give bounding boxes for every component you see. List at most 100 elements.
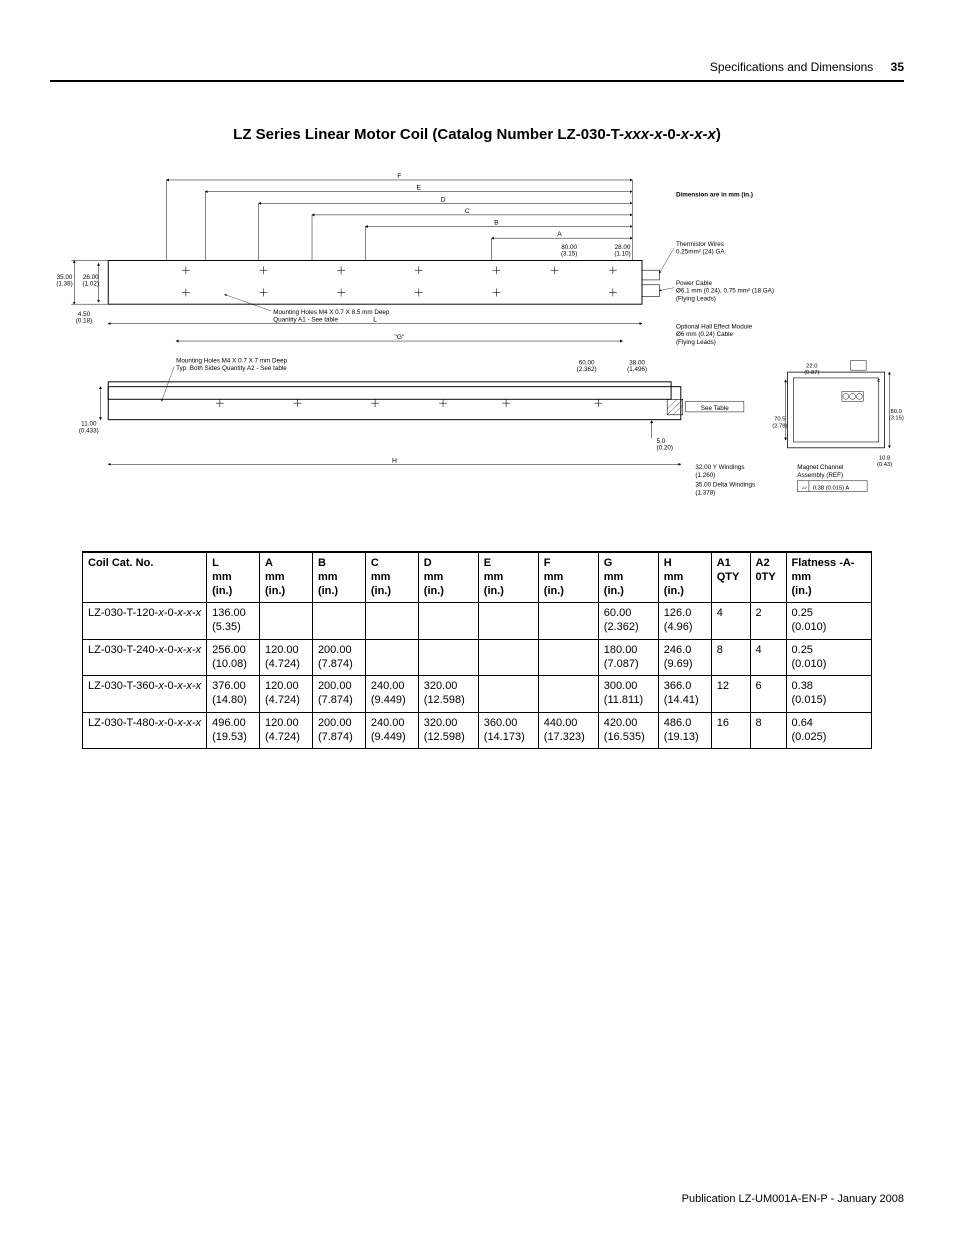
cell-B: 200.00(7.874)	[312, 639, 365, 676]
cell-D: 320.00(12.598)	[418, 712, 478, 749]
cell-E	[478, 639, 538, 676]
col-header: A1QTY	[711, 552, 750, 603]
svg-text:Optional Hall Effect Module: Optional Hall Effect Module	[676, 323, 753, 330]
cell-G: 300.00(11.811)	[598, 676, 658, 713]
table-row: LZ-030-T-360-x-0-x-x-x376.00(14.80)120.0…	[83, 676, 872, 713]
cell-E	[478, 676, 538, 713]
cell-H: 126.0(4.96)	[658, 603, 711, 640]
cell-L: 256.00(10.08)	[207, 639, 260, 676]
svg-text:(0.18): (0.18)	[76, 318, 92, 325]
cell-H: 366.0(14.41)	[658, 676, 711, 713]
header-rule	[50, 80, 904, 82]
cell-A1: 12	[711, 676, 750, 713]
svg-text:F: F	[397, 173, 401, 180]
page: Specifications and Dimensions 35 LZ Seri…	[0, 0, 954, 1235]
col-header: Fmm(in.)	[538, 552, 598, 603]
header: Specifications and Dimensions 35	[50, 60, 904, 82]
svg-text:"G": "G"	[394, 334, 405, 341]
svg-text:H: H	[392, 457, 397, 464]
cell-H: 246.0(9.69)	[658, 639, 711, 676]
svg-text:0.38 (0.015) A: 0.38 (0.015) A	[813, 486, 850, 492]
col-header: Lmm(in.)	[207, 552, 260, 603]
svg-text:Thermistor Wires: Thermistor Wires	[676, 241, 724, 248]
cell-B: 200.00(7.874)	[312, 712, 365, 749]
svg-text:(3.15): (3.15)	[889, 416, 904, 422]
svg-text:(0.20): (0.20)	[657, 445, 673, 452]
cell-D	[418, 639, 478, 676]
svg-text:(2.78): (2.78)	[772, 423, 787, 429]
cell-A2: 4	[750, 639, 786, 676]
svg-text:Mounting Holes M4 X 0.7 X 7 mm: Mounting Holes M4 X 0.7 X 7 mm Deep	[176, 357, 287, 364]
cell-A: 120.00(4.724)	[260, 676, 313, 713]
svg-text:(Flying Leads): (Flying Leads)	[676, 295, 716, 302]
cell-G: 180.00(7.087)	[598, 639, 658, 676]
cell-A2: 6	[750, 676, 786, 713]
svg-text:Power Cable: Power Cable	[676, 280, 713, 287]
svg-text:(1.378): (1.378)	[695, 489, 715, 496]
svg-text:Ø6.1 mm (0.24), 0.75 mm² (18 G: Ø6.1 mm (0.24), 0.75 mm² (18 GA)	[676, 288, 774, 295]
cell-L: 376.00(14.80)	[207, 676, 260, 713]
svg-text:(1.38): (1.38)	[56, 281, 72, 288]
svg-text:10.8: 10.8	[879, 455, 890, 461]
svg-text:Assembly (REF): Assembly (REF)	[797, 472, 843, 479]
table-row: LZ-030-T-120-x-0-x-x-x136.00(5.35)60.00(…	[83, 603, 872, 640]
svg-text:A: A	[557, 231, 562, 238]
svg-text:Quantity A1 - See table: Quantity A1 - See table	[273, 317, 338, 324]
svg-text:E: E	[417, 185, 422, 192]
cell-C: 240.00(9.449)	[365, 712, 418, 749]
cell-A2: 8	[750, 712, 786, 749]
svg-text:(3.15): (3.15)	[561, 251, 577, 258]
cell-A: 120.00(4.724)	[260, 712, 313, 749]
title-mid2: -0-	[662, 126, 680, 143]
cell-G: 420.00(16.535)	[598, 712, 658, 749]
table-row: LZ-030-T-480-x-0-x-x-x496.00(19.53)120.0…	[83, 712, 872, 749]
col-header: A20TY	[750, 552, 786, 603]
svg-text:Mounting Holes M4 X 0.7 X 8.5: Mounting Holes M4 X 0.7 X 8.5 mm Deep	[273, 309, 390, 316]
svg-text:22.0: 22.0	[806, 363, 817, 369]
spec-table: Coil Cat. No.Lmm(in.)Amm(in.)Bmm(in.)Cmm…	[82, 551, 872, 749]
cat-no: LZ-030-T-240-x-0-x-x-x	[83, 639, 207, 676]
cell-A1: 8	[711, 639, 750, 676]
cell-A	[260, 603, 313, 640]
cell-B: 200.00(7.874)	[312, 676, 365, 713]
cell-H: 486.0(19.13)	[658, 712, 711, 749]
svg-text:Typ. Both Sides Quantity A2 -: Typ. Both Sides Quantity A2 - See table	[176, 365, 287, 372]
col-header: Cmm(in.)	[365, 552, 418, 603]
publication-footer: Publication LZ-UM001A-EN-P - January 200…	[682, 1193, 904, 1205]
col-header: Dmm(in.)	[418, 552, 478, 603]
table-row: LZ-030-T-240-x-0-x-x-x256.00(10.08)120.0…	[83, 639, 872, 676]
title-italic1: xxx-x	[624, 126, 662, 143]
cell-flat: 0.38(0.015)	[786, 676, 871, 713]
cell-A: 120.00(4.724)	[260, 639, 313, 676]
svg-text:D: D	[441, 196, 446, 203]
cell-flat: 0.25(0.010)	[786, 639, 871, 676]
table-head: Coil Cat. No.Lmm(in.)Amm(in.)Bmm(in.)Cmm…	[83, 552, 872, 603]
cat-no: LZ-030-T-480-x-0-x-x-x	[83, 712, 207, 749]
col-header: Gmm(in.)	[598, 552, 658, 603]
svg-text:(2.362): (2.362)	[577, 366, 597, 373]
cell-F	[538, 676, 598, 713]
header-text: Specifications and Dimensions 35	[50, 60, 904, 80]
section-title: Specifications and Dimensions	[710, 60, 873, 74]
title-italic2: x-x-x	[681, 126, 716, 143]
cat-no: LZ-030-T-360-x-0-x-x-x	[83, 676, 207, 713]
title-prefix: LZ Series Linear Motor Coil (Catalog Num…	[233, 126, 624, 143]
cell-C	[365, 603, 418, 640]
cell-F	[538, 603, 598, 640]
cell-flat: 0.64(0.025)	[786, 712, 871, 749]
svg-text:L: L	[373, 317, 377, 324]
svg-text:35.00 Delta Windings: 35.00 Delta Windings	[695, 482, 755, 489]
cell-B	[312, 603, 365, 640]
cell-A2: 2	[750, 603, 786, 640]
cell-E	[478, 603, 538, 640]
diagram: F E D C B A 80.00 (3.15) 28.00 (1.10) 35…	[50, 163, 904, 523]
col-header: Emm(in.)	[478, 552, 538, 603]
figure-title: LZ Series Linear Motor Coil (Catalog Num…	[50, 126, 904, 143]
col-header: Coil Cat. No.	[83, 552, 207, 603]
cell-D: 320.00(12.598)	[418, 676, 478, 713]
svg-text:c: c	[877, 378, 880, 384]
table-body: LZ-030-T-120-x-0-x-x-x136.00(5.35)60.00(…	[83, 603, 872, 749]
cell-G: 60.00(2.362)	[598, 603, 658, 640]
svg-text:C: C	[465, 208, 470, 215]
svg-text:0.25mm² (24) GA: 0.25mm² (24) GA	[676, 249, 725, 256]
